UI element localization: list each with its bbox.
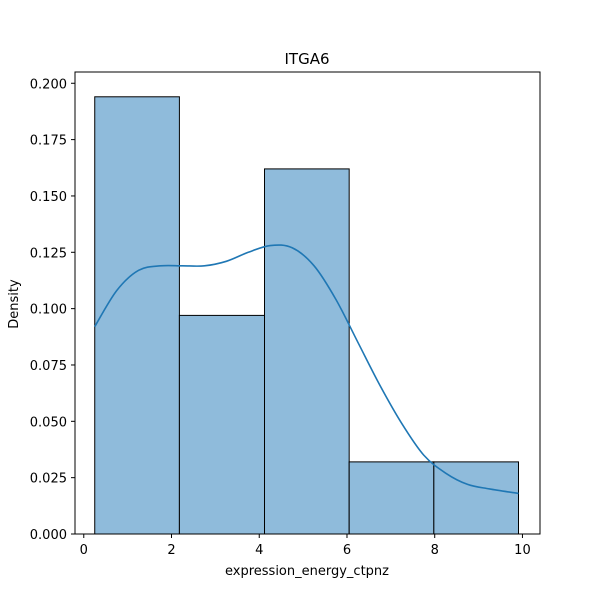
chart-title: ITGA6 [284,50,329,68]
histogram-bars [94,96,520,535]
y-tick-label: 0.000 [30,528,67,543]
y-tick-label: 0.075 [30,359,67,374]
x-axis-label: expression_energy_ctpnz [225,564,389,579]
y-tick-label: 0.200 [30,77,67,92]
histogram-bar-3 [264,168,350,535]
kde-line [94,244,519,495]
histogram-bar-1 [94,96,180,535]
plot-frame [74,71,541,535]
y-tick-label: 0.050 [30,415,67,430]
histogram-bar-2 [178,314,266,535]
y-tick-label: 0.100 [30,303,67,318]
kde-curve-group [94,244,519,495]
y-axis-ticks: 0.000 0.025 0.050 0.075 0.100 0.125 0.150 0.175… [30,77,75,543]
y-tick-label: 0.125 [30,246,67,261]
x-tick-label: 2 [167,543,175,558]
x-tick-label: 10 [514,543,531,558]
x-tick-label: 0 [80,543,88,558]
x-axis-ticks: 0 2 4 6 8 10 [80,534,531,558]
x-tick-label: 8 [431,543,439,558]
y-tick-label: 0.175 [30,134,67,149]
y-tick-label: 0.150 [30,190,67,205]
histogram-bar-4 [348,461,435,535]
x-tick-label: 4 [255,543,263,558]
x-tick-label: 6 [343,543,351,558]
y-tick-label: 0.025 [30,472,67,487]
y-axis-label: Density [7,279,22,329]
histogram-bar-5 [433,461,520,535]
